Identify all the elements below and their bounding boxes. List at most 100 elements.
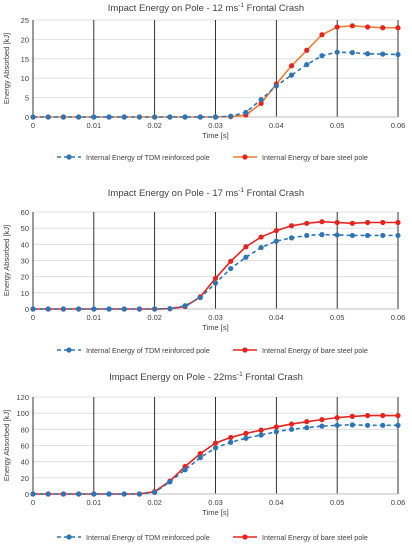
data-point-tdm bbox=[167, 114, 173, 120]
data-point-tdm bbox=[212, 114, 219, 120]
y-tick-label: 0 bbox=[25, 490, 29, 499]
legend-label-tdm: Internal Energy of TDM reinforced pole bbox=[86, 153, 210, 162]
data-point-bare-steel bbox=[364, 412, 371, 419]
data-point-tdm bbox=[167, 306, 173, 312]
data-point-bare-steel bbox=[395, 412, 401, 419]
data-point-tdm bbox=[243, 435, 249, 441]
data-point-tdm bbox=[380, 422, 386, 428]
x-tick-label: 0.06 bbox=[391, 121, 406, 130]
x-tick-label: 0.01 bbox=[87, 313, 102, 322]
x-tick-label: 0.03 bbox=[208, 498, 223, 507]
data-point-tdm bbox=[136, 114, 143, 120]
data-point-tdm bbox=[364, 422, 371, 428]
data-point-tdm bbox=[319, 423, 325, 429]
y-axis-label: Energy Absorbed [kJ] bbox=[2, 410, 11, 481]
data-point-tdm bbox=[76, 491, 82, 497]
data-point-tdm bbox=[91, 491, 97, 497]
x-tick-label: 0.05 bbox=[330, 121, 345, 130]
data-point-tdm bbox=[364, 51, 371, 57]
data-point-tdm bbox=[197, 114, 203, 120]
data-point-bare-steel bbox=[395, 219, 401, 226]
data-point-tdm bbox=[243, 254, 249, 260]
data-point-bare-steel bbox=[334, 24, 340, 30]
data-point-bare-steel bbox=[288, 63, 295, 69]
x-tick-label: 0.05 bbox=[330, 313, 345, 322]
data-point-tdm bbox=[60, 114, 67, 120]
data-point-tdm bbox=[228, 439, 234, 445]
data-point-bare-steel bbox=[212, 275, 219, 281]
data-point-tdm bbox=[91, 306, 97, 312]
data-point-tdm bbox=[288, 235, 295, 241]
data-point-tdm bbox=[30, 114, 36, 120]
data-point-tdm bbox=[45, 306, 51, 312]
data-point-bare-steel bbox=[273, 227, 279, 234]
data-point-bare-steel bbox=[212, 440, 219, 446]
data-point-bare-steel bbox=[304, 220, 310, 226]
data-point-tdm bbox=[212, 280, 219, 286]
data-point-tdm bbox=[304, 425, 310, 431]
data-point-tdm bbox=[182, 467, 188, 473]
data-point-tdm bbox=[76, 306, 82, 312]
data-point-tdm bbox=[136, 491, 143, 497]
data-point-bare-steel bbox=[395, 25, 401, 31]
data-point-tdm bbox=[273, 83, 279, 89]
legend-label-bare-steel: Internal Energy of bare steel pole bbox=[262, 346, 368, 355]
x-tick-label: 0.02 bbox=[147, 121, 162, 130]
data-point-bare-steel bbox=[334, 415, 340, 421]
data-point-tdm bbox=[258, 96, 264, 103]
data-point-tdm bbox=[182, 114, 188, 120]
data-point-bare-steel bbox=[258, 427, 264, 433]
data-point-bare-steel bbox=[304, 47, 310, 53]
data-point-tdm bbox=[197, 455, 203, 461]
x-tick-label: 0.01 bbox=[87, 121, 102, 130]
data-point-tdm bbox=[243, 109, 249, 115]
data-point-tdm bbox=[380, 232, 386, 239]
data-point-tdm bbox=[349, 422, 355, 428]
data-point-bare-steel bbox=[380, 219, 386, 226]
data-point-tdm bbox=[121, 306, 127, 312]
legend-label-tdm: Internal Energy of TDM reinforced pole bbox=[86, 346, 210, 355]
chart-title: Impact Energy on Pole - 12 ms-1 Frontal … bbox=[108, 2, 304, 14]
legend-swatch-tdm-marker bbox=[66, 347, 72, 353]
x-tick-label: 0.06 bbox=[391, 498, 406, 507]
data-point-bare-steel bbox=[364, 219, 371, 226]
data-point-tdm bbox=[30, 491, 36, 497]
data-point-tdm bbox=[212, 445, 219, 451]
data-point-tdm bbox=[60, 306, 67, 312]
y-tick-label: 80 bbox=[21, 425, 29, 434]
x-tick-label: 0.03 bbox=[208, 313, 223, 322]
y-tick-label: 30 bbox=[21, 257, 29, 266]
data-point-tdm bbox=[106, 491, 112, 497]
legend-label-tdm: Internal Energy of TDM reinforced pole bbox=[86, 533, 210, 542]
data-point-tdm bbox=[45, 491, 51, 497]
legend-swatch-bare-steel-marker bbox=[242, 534, 248, 540]
data-point-tdm bbox=[228, 113, 234, 119]
data-point-tdm bbox=[334, 49, 340, 55]
y-tick-label: 40 bbox=[21, 458, 29, 467]
data-point-tdm bbox=[349, 49, 355, 56]
data-point-bare-steel bbox=[319, 417, 325, 423]
data-point-tdm bbox=[288, 426, 295, 432]
legend-swatch-tdm-marker bbox=[66, 154, 72, 160]
data-point-tdm bbox=[167, 479, 173, 485]
data-point-tdm bbox=[91, 114, 97, 120]
x-tick-label: 0.04 bbox=[269, 313, 284, 322]
data-point-bare-steel bbox=[334, 219, 340, 226]
y-tick-label: 20 bbox=[21, 273, 29, 282]
data-point-bare-steel bbox=[304, 419, 310, 425]
data-point-bare-steel bbox=[258, 234, 264, 240]
data-point-tdm bbox=[60, 491, 67, 497]
legend-swatch-bare-steel-marker bbox=[242, 347, 248, 353]
data-point-tdm bbox=[152, 489, 158, 495]
data-point-bare-steel bbox=[243, 244, 249, 250]
y-tick-label: 100 bbox=[16, 409, 29, 418]
x-tick-label: 0.05 bbox=[330, 498, 345, 507]
x-tick-label: 0.01 bbox=[87, 498, 102, 507]
data-point-tdm bbox=[258, 244, 264, 251]
data-point-tdm bbox=[121, 491, 127, 497]
data-point-tdm bbox=[152, 306, 158, 312]
x-axis-label: Time [s] bbox=[202, 508, 228, 517]
y-tick-label: 60 bbox=[21, 442, 29, 451]
data-point-tdm bbox=[364, 232, 371, 239]
